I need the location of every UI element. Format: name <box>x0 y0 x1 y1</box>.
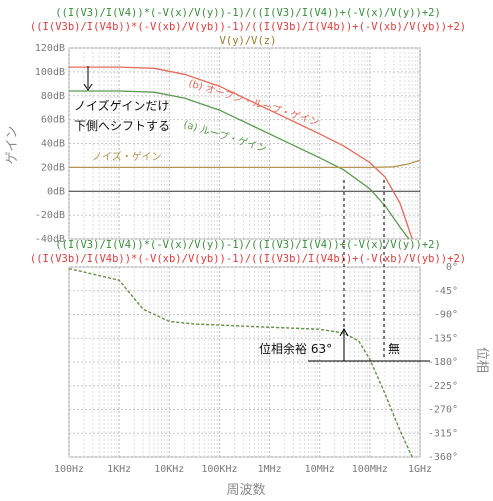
freq-tick-label: 1MHz <box>258 464 282 475</box>
phase-tick-label: -270° <box>428 405 458 416</box>
gain-series-line <box>69 66 413 240</box>
phase-header-expr-green: ((I(V3)/I(V4))*(-V(x)/V(y))-1)/((I(V3)/I… <box>55 239 441 251</box>
phase-tick-label: -225° <box>428 381 458 392</box>
phase-series-line <box>68 267 413 458</box>
noise-gain-label: ノイズ・ゲイン <box>92 150 162 163</box>
gain-tick-label: 0dB <box>47 186 65 197</box>
phase-grid <box>68 266 421 458</box>
gain-tick-label: 120dB <box>35 43 65 54</box>
gain-tick-label: 60dB <box>41 115 65 126</box>
phase-margin-label: 位相余裕 63° <box>259 341 332 356</box>
phase-tick-label: -315° <box>428 428 458 439</box>
gain-tick-label: 20dB <box>41 162 65 173</box>
phase-tick-label: 0° <box>446 262 458 273</box>
phase-tick-label: -360° <box>428 452 458 463</box>
freq-tick-label: 100Hz <box>54 464 84 475</box>
gain-grid <box>68 47 421 240</box>
shift-note-line2: 下側へシフトする <box>74 119 170 133</box>
phase-tick-label: -90° <box>434 310 458 321</box>
phase-tick-label: -135° <box>428 333 458 344</box>
frequency-axis-label: 周波数 <box>226 483 265 498</box>
gain-series-line <box>69 90 410 240</box>
header-expr-noise: V(y)/V(z) <box>220 35 277 47</box>
phase-axis-label: 位相 <box>474 347 489 373</box>
phase-header-expr-red: ((I(V3b)/I(V4b))*(-V(xb)/V(yb))-1)/((I(V… <box>30 253 466 265</box>
freq-tick-label: 100MHz <box>352 464 388 475</box>
gain-tick-label: 40dB <box>41 139 65 150</box>
freq-tick-label: 1KHz <box>107 464 131 475</box>
header-expr-red: ((I(V3b)/I(V4b))*(-V(xb)/V(yb))-1)/((I(V… <box>30 21 466 33</box>
gain-tick-label: -40dB <box>35 234 65 245</box>
phase-right-label: 無 <box>388 341 400 356</box>
margin-arrow-head <box>339 327 349 337</box>
freq-tick-label: 1GHz <box>408 464 432 475</box>
shift-arrow-head <box>83 83 93 91</box>
gain-tick-label: -20dB <box>35 210 65 221</box>
phase-tick-label: -180° <box>428 357 458 368</box>
header-expr-green: ((I(V3)/I(V4))*(-V(x)/V(y))-1)/((I(V3)/I… <box>55 7 441 19</box>
gain-tick-label: 80dB <box>41 91 65 102</box>
freq-tick-label: 10MHz <box>305 464 335 475</box>
freq-tick-label: 100KHz <box>201 464 237 475</box>
phase-tick-label: -45° <box>434 286 458 297</box>
gain-series-line <box>69 159 421 169</box>
gain-axis-label: ゲイン <box>5 126 20 165</box>
gain-tick-label: 100dB <box>35 67 65 78</box>
freq-tick-label: 10KHz <box>154 464 184 475</box>
shift-note-line1: ノイズゲインだけ <box>74 98 169 113</box>
